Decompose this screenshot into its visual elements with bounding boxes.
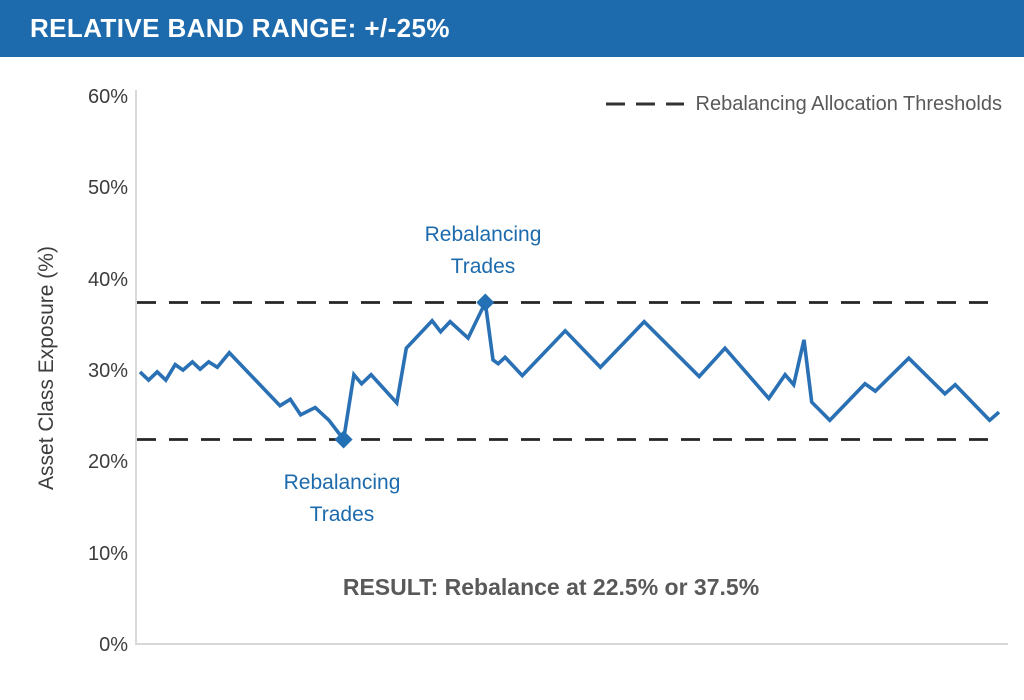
y-tick-label: 30% (87, 360, 128, 382)
title-bar: RELATIVE BAND RANGE: +/-25% (0, 0, 1024, 57)
annotation-upper-trade: Rebalancing Trades (425, 219, 542, 283)
y-tick-label: 50% (87, 177, 128, 200)
result-text: RESULT: Rebalance at 22.5% or 37.5% (342, 574, 760, 600)
line-chart (137, 293, 1001, 449)
exposure-line-series (138, 296, 1001, 444)
y-tick-label: 40% (87, 268, 128, 291)
legend: Rebalancing Allocation Thresholds (605, 90, 1003, 118)
y-tick-label: 0% (99, 634, 128, 656)
y-tick-label: 10% (87, 542, 128, 565)
annotation-line: Rebalancing (424, 223, 542, 246)
annotation-lower-trade: Rebalancing Trades (284, 467, 401, 531)
dashed-line-icon (605, 102, 684, 106)
annotation-line: Trades (309, 503, 375, 526)
plot-area (135, 90, 1008, 645)
y-tick-label: 60% (87, 86, 128, 108)
page-title: RELATIVE BAND RANGE: +/-25% (30, 13, 450, 43)
legend-label: Rebalancing Allocation Thresholds (695, 92, 1003, 115)
annotation-line: Trades (450, 255, 516, 278)
trade-diamond-marker (476, 293, 495, 312)
trade-diamond-marker (334, 430, 353, 449)
y-axis-tick-labels: 0% 10% 20% 30% 40% 50% 60% (0, 0, 128, 700)
y-tick-label: 20% (87, 451, 128, 474)
annotation-line: Rebalancing (283, 471, 401, 494)
